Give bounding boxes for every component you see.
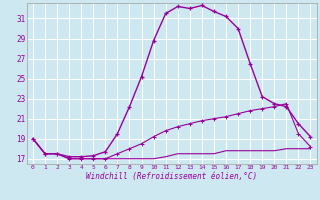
X-axis label: Windchill (Refroidissement éolien,°C): Windchill (Refroidissement éolien,°C) [86, 172, 257, 181]
